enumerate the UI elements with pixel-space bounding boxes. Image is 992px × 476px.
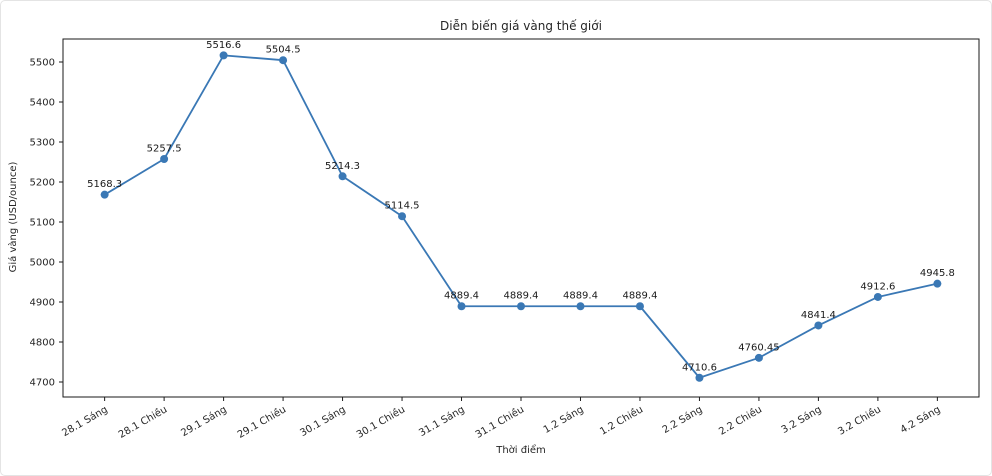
data-point bbox=[933, 279, 942, 288]
x-tick-label: 31.1 Sáng bbox=[417, 403, 467, 439]
point-value-label: 4889.4 bbox=[444, 291, 479, 302]
y-tick-label: 5100 bbox=[30, 218, 55, 229]
y-axis-title: Giá vàng (USD/ounce) bbox=[7, 162, 19, 273]
x-tick-label: 29.1 Sáng bbox=[179, 403, 229, 439]
y-tick-label: 5200 bbox=[30, 178, 55, 189]
y-tick-label: 4800 bbox=[30, 338, 55, 349]
data-point bbox=[754, 353, 763, 362]
data-point bbox=[814, 321, 823, 330]
point-value-label: 5214.3 bbox=[325, 161, 360, 172]
data-point bbox=[457, 302, 466, 311]
point-value-label: 4841.4 bbox=[801, 310, 836, 321]
chart-title: Diễn biến giá vàng thế giới bbox=[440, 19, 602, 33]
y-tick-label: 5000 bbox=[30, 258, 55, 269]
plot-area: 4700 4800 4900 5000 5100 5200 5300 5400 5500 28.1… bbox=[30, 38, 980, 441]
data-point bbox=[338, 172, 347, 181]
y-tick-label: 5400 bbox=[30, 98, 55, 109]
point-value-label: 4889.4 bbox=[504, 291, 539, 302]
x-tick-label: 2.2 Sáng bbox=[660, 403, 704, 436]
point-value-label: 4889.4 bbox=[622, 291, 657, 302]
x-tick-label: 1.2 Sáng bbox=[541, 403, 585, 436]
point-value-label: 4889.4 bbox=[563, 291, 598, 302]
x-tick-label: 1.2 Chiều bbox=[598, 403, 645, 437]
x-tick-label: 4.2 Sáng bbox=[898, 403, 942, 436]
data-point bbox=[873, 292, 882, 301]
x-tick-label: 30.1 Chiều bbox=[354, 403, 407, 440]
x-tick-label: 31.1 Chiều bbox=[473, 403, 526, 440]
point-value-label: 5504.5 bbox=[266, 45, 301, 56]
point-value-label: 5168.3 bbox=[87, 179, 122, 190]
data-point bbox=[576, 302, 585, 311]
x-tick-label: 30.1 Sáng bbox=[298, 403, 348, 439]
point-value-label: 4710.6 bbox=[682, 362, 717, 373]
x-tick-label: 3.2 Sáng bbox=[779, 403, 823, 436]
point-value-label: 5516.6 bbox=[206, 40, 241, 51]
point-value-label: 4760.45 bbox=[738, 342, 779, 353]
data-point bbox=[695, 373, 704, 382]
data-point bbox=[635, 302, 644, 311]
y-tick-label: 5500 bbox=[30, 58, 55, 69]
series-line bbox=[104, 54, 938, 379]
data-point bbox=[219, 51, 228, 60]
x-tick-label: 2.2 Chiều bbox=[717, 403, 764, 437]
point-value-label: 4912.6 bbox=[860, 281, 895, 292]
point-value-label: 4945.8 bbox=[920, 268, 955, 279]
data-point bbox=[100, 190, 109, 199]
x-tick-label: 29.1 Chiều bbox=[235, 403, 288, 440]
y-tick-label: 4700 bbox=[30, 378, 55, 389]
y-tick-label: 4900 bbox=[30, 298, 55, 309]
x-tick-label: 28.1 Chiều bbox=[116, 403, 169, 440]
data-point bbox=[517, 302, 525, 311]
y-tick-label: 5300 bbox=[30, 138, 55, 149]
point-value-label: 5257.5 bbox=[147, 144, 182, 155]
point-value-label: 5114.5 bbox=[385, 201, 420, 212]
plot-frame bbox=[62, 38, 980, 398]
data-point bbox=[160, 155, 169, 163]
x-tick-label: 3.2 Chiều bbox=[836, 403, 883, 437]
x-axis-title: Thời điểm bbox=[495, 443, 546, 456]
data-point bbox=[398, 212, 407, 221]
x-tick-label: 28.1 Sáng bbox=[60, 403, 110, 439]
data-point bbox=[279, 56, 288, 65]
